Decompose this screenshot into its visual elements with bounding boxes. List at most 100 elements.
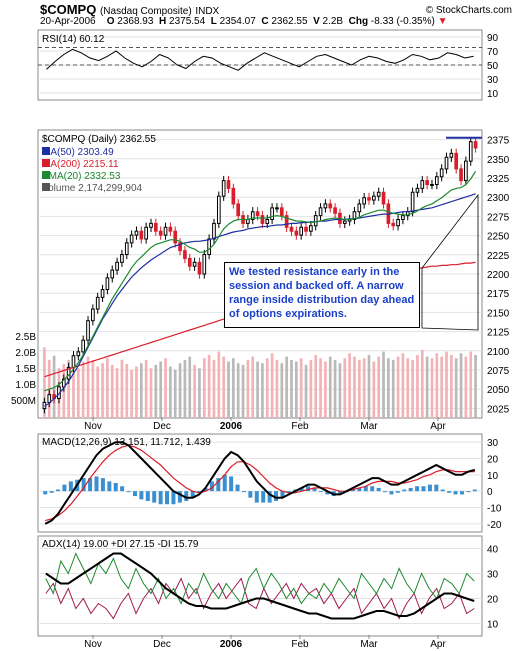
change-label: Chg: [348, 16, 369, 27]
candle-body: [313, 215, 318, 227]
candle-body: [352, 211, 357, 221]
legend-label: Volume 2,174,299,904: [42, 183, 143, 194]
close-label: C: [261, 16, 269, 27]
volume-bar: [159, 361, 163, 418]
candle-body: [47, 394, 52, 403]
candle-body: [216, 195, 221, 224]
adx-tick-label: 30: [487, 570, 499, 581]
macd-histogram-bar: [350, 489, 355, 492]
volume-bar: [198, 368, 201, 418]
macd-tick-label: 20: [487, 455, 499, 466]
candle-body: [236, 203, 241, 217]
macd-histogram-bar: [280, 491, 285, 498]
volume-bar: [430, 358, 434, 418]
candle-body: [464, 160, 468, 182]
legend-swatch: [42, 171, 50, 179]
volume-bar: [207, 354, 211, 418]
candle-body: [342, 220, 347, 224]
macd-histogram-bar: [132, 491, 137, 497]
volume-bar: [304, 364, 308, 418]
candle-body: [309, 225, 313, 232]
volume-bar: [110, 364, 114, 418]
open-value: 2368.93: [117, 16, 154, 27]
volume-bar: [353, 356, 356, 418]
macd-histogram-bar: [274, 491, 279, 501]
ma50-line: [44, 193, 476, 407]
change-down-icon: ▼: [437, 16, 448, 27]
candle-body: [192, 261, 197, 267]
macd-histogram-bar: [267, 491, 272, 503]
candle-body: [367, 197, 371, 201]
macd-histogram-bar: [107, 481, 112, 492]
close-value: 2362.55: [271, 16, 308, 27]
volume-bar: [81, 361, 85, 418]
volume-bar: [338, 363, 342, 418]
candle-body: [420, 180, 425, 189]
macd-histogram-bar: [440, 489, 445, 492]
candle-body: [279, 207, 284, 217]
macd-histogram-bar: [190, 491, 195, 498]
price-tick-label: 2175: [487, 289, 510, 300]
candle-body: [71, 355, 76, 368]
macd-histogram-bar: [408, 487, 413, 492]
candle-body: [265, 219, 270, 224]
volume-bar: [236, 363, 240, 418]
candle-body: [333, 207, 337, 214]
low-value: 2354.07: [219, 16, 256, 27]
volume-bar: [188, 356, 192, 418]
volume-bar: [246, 359, 250, 418]
rsi-tick-label: 50: [487, 61, 499, 72]
volume-bar: [382, 351, 385, 418]
volume-bar: [280, 363, 284, 418]
price-tick-label: 2300: [487, 193, 510, 204]
candle-body: [468, 141, 473, 162]
price-tick-label: 2150: [487, 308, 510, 319]
macd-histogram-bar: [389, 491, 394, 495]
plus-di-line: [45, 552, 475, 605]
macd-histogram-bar: [126, 491, 131, 493]
candle-body: [410, 191, 415, 213]
volume-tick-label: 1.5B: [15, 364, 36, 375]
macd-tick-label: 30: [487, 438, 499, 449]
rsi-tick-label: 70: [487, 47, 499, 58]
candle-body: [95, 296, 100, 310]
macd-histogram-bar: [203, 487, 208, 492]
candle-body: [183, 250, 187, 259]
adx-x-label: Mar: [360, 639, 378, 650]
credit-label[interactable]: © StockCharts.com: [425, 5, 512, 16]
rsi-title: RSI(14) 60.12: [42, 34, 105, 45]
volume-bar: [348, 353, 351, 418]
volume-label: V: [313, 16, 320, 27]
legend-label: EMA(20) 2332.53: [42, 171, 121, 182]
rsi-tick-label: 10: [487, 89, 499, 100]
volume-bar: [362, 358, 366, 418]
candle-body: [134, 230, 139, 236]
macd-histogram-bar: [197, 491, 202, 493]
volume-bar: [450, 354, 453, 418]
volume-bar: [115, 368, 119, 418]
volume-bar: [367, 354, 371, 418]
volume-bar: [357, 359, 361, 418]
candle-body: [454, 152, 459, 170]
macd-histogram-bar: [81, 478, 86, 492]
macd-histogram-bar: [216, 478, 221, 492]
volume-bar: [333, 359, 337, 418]
price-tick-label: 2200: [487, 270, 510, 281]
macd-histogram-bar: [459, 491, 464, 495]
adx-line: [45, 552, 475, 620]
macd-histogram-bar: [325, 491, 330, 495]
candle-body: [430, 183, 434, 186]
adx-panel-frame: [37, 535, 483, 637]
macd-histogram-bar: [415, 486, 420, 492]
volume-bar: [86, 356, 90, 418]
volume-bar: [67, 359, 70, 418]
volume-bar: [440, 356, 443, 418]
volume-bar: [43, 347, 46, 418]
candle-body: [381, 191, 386, 205]
volume-bar: [285, 356, 288, 418]
macd-histogram-bar: [177, 491, 182, 503]
volume-bar: [227, 361, 230, 418]
volume-bar: [217, 351, 221, 418]
legend-label: MA(50) 2303.49: [42, 147, 114, 158]
volume-bar: [72, 358, 75, 418]
